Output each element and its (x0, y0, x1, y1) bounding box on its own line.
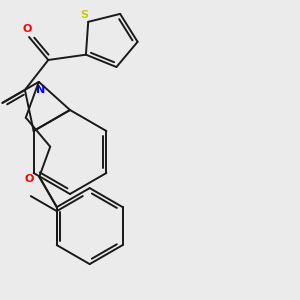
Text: N: N (36, 85, 45, 95)
Text: O: O (22, 24, 32, 34)
Text: S: S (80, 10, 88, 20)
Text: O: O (25, 174, 34, 184)
